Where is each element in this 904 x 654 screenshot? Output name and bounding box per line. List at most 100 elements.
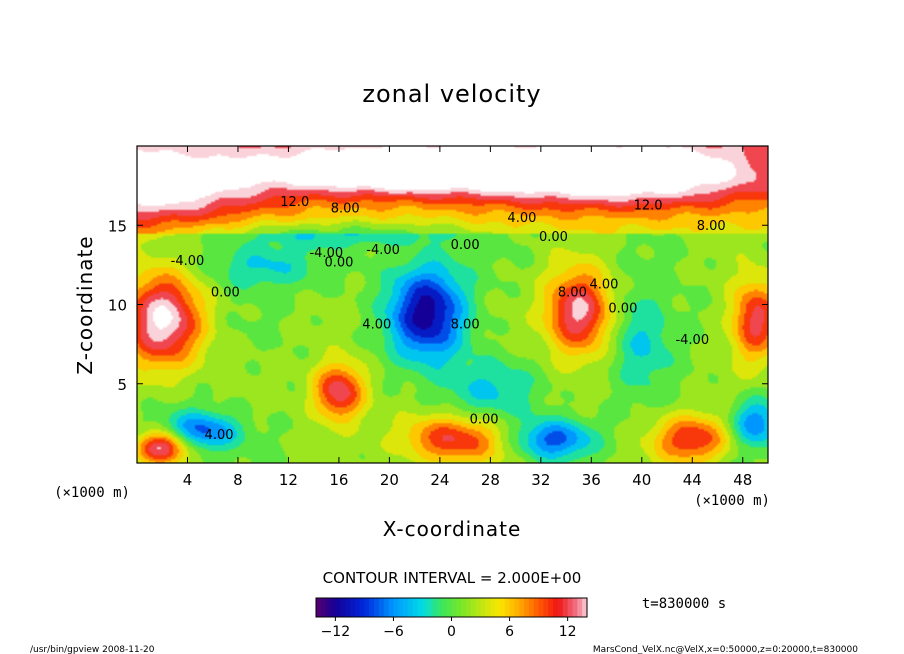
- colorbar-cell: [407, 598, 414, 617]
- chart-title: zonal velocity: [362, 80, 541, 108]
- colorbar-cell: [499, 598, 506, 617]
- colorbar-cell: [330, 598, 336, 617]
- colorbar-cell: [398, 598, 404, 617]
- colorbar-tick-label: 0: [447, 624, 456, 640]
- contour-label: 12.0: [280, 195, 309, 210]
- colorbar-cell: [320, 598, 327, 617]
- colorbar-cell: [345, 598, 351, 617]
- contour-label: 4.00: [205, 428, 234, 443]
- colorbar-cell: [441, 598, 448, 617]
- contour-label: 4.00: [362, 317, 391, 332]
- colorbar-cell: [378, 598, 385, 617]
- colorbar-cell: [349, 598, 356, 617]
- time-label: t=830000 s: [642, 596, 726, 612]
- colorbar-cell: [316, 598, 322, 617]
- contour-label: 0.00: [539, 230, 568, 245]
- colorbar-cell: [369, 598, 375, 617]
- y-axis-label: Z-coordinate: [73, 235, 97, 374]
- colorbar-cell: [461, 598, 467, 617]
- colorbar-cell: [432, 598, 438, 617]
- x-tick-label: 12: [279, 471, 298, 489]
- contour-label: 12.0: [634, 198, 663, 213]
- contour-label: 8.00: [451, 317, 480, 332]
- x-unit-label-right: (×1000 m): [694, 493, 770, 509]
- colorbar-cell: [562, 598, 569, 617]
- colorbar-cell: [524, 598, 530, 617]
- colorbar-cell: [470, 598, 477, 617]
- y-tick-label: 10: [108, 297, 127, 315]
- colorbar-cell: [567, 598, 574, 617]
- contour-interval-label: CONTOUR INTERVAL = 2.000E+00: [323, 569, 582, 587]
- contour-label: -4.00: [309, 246, 343, 261]
- colorbar-cell: [427, 598, 433, 617]
- x-axis: 4 8 12 16 20 24 28 32 36 40 44 48: [183, 146, 752, 489]
- contour-label: 8.00: [697, 219, 726, 234]
- colorbar-cell: [514, 598, 520, 617]
- colorbar-cell: [533, 598, 540, 617]
- colorbar-tick-label: −6: [383, 624, 404, 640]
- colorbar-cell: [374, 598, 380, 617]
- colorbar-cell: [490, 598, 496, 617]
- x-tick-label: 48: [733, 471, 752, 489]
- colorbar-cell: [504, 598, 511, 617]
- velocity-field-image: [137, 146, 768, 463]
- colorbar-cell: [354, 598, 361, 617]
- colorbar-cell: [417, 598, 424, 617]
- colorbar-cell: [446, 598, 453, 617]
- colorbar-cell: [553, 598, 559, 617]
- x-tick-label: 8: [233, 471, 243, 489]
- x-tick-label: 28: [481, 471, 500, 489]
- x-unit-label-left: (×1000 m): [54, 485, 130, 501]
- contour-label: 4.00: [589, 278, 618, 293]
- contour-labels: 12.0 8.004.000.00-4.00 0.00-4.000.00-4.008…: [171, 195, 726, 443]
- footer-right: MarsCond_VelX.nc@VelX,x=0:50000,z=0:2000…: [593, 645, 858, 654]
- colorbar-cell: [340, 598, 346, 617]
- x-tick-label: 20: [380, 471, 399, 489]
- x-tick-label: 24: [430, 471, 449, 489]
- colorbar-cell: [509, 598, 516, 617]
- contour-label: 8.00: [331, 202, 360, 217]
- colorbar-cell: [383, 598, 390, 617]
- y-axis: 5 10 15: [108, 217, 768, 394]
- colorbar-cell: [577, 598, 583, 617]
- colorbar: −12 −6 0 6 12: [315, 597, 588, 640]
- colorbar-cell: [480, 598, 486, 617]
- colorbar-tick-label: 12: [559, 624, 577, 640]
- colorbar-cell: [572, 598, 578, 617]
- colorbar-cell: [393, 598, 399, 617]
- contour-label: 0.00: [608, 301, 637, 316]
- colorbar-cell: [538, 598, 545, 617]
- x-tick-label: 32: [531, 471, 550, 489]
- colorbar-cell: [388, 598, 395, 617]
- footer-left: /usr/bin/gpview 2008-11-20: [30, 645, 155, 654]
- contour-label: 0.00: [211, 286, 240, 301]
- contour-label: 8.00: [558, 286, 587, 301]
- colorbar-cell: [412, 598, 419, 617]
- colorbar-tick-label: −12: [321, 624, 351, 640]
- colorbar-cell: [436, 598, 443, 617]
- x-tick-label: 4: [183, 471, 193, 489]
- x-tick-label: 16: [329, 471, 348, 489]
- plot-area: 12.0 8.004.000.00-4.00 0.00-4.000.00-4.008…: [136, 145, 769, 464]
- x-tick-label: 40: [632, 471, 651, 489]
- y-tick-label: 5: [117, 376, 127, 394]
- contour-label: -4.00: [366, 243, 400, 258]
- contour-label: -4.00: [171, 254, 205, 269]
- colorbar-ticks: −12 −6 0 6 12: [321, 617, 577, 640]
- colorbar-cell: [456, 598, 462, 617]
- contour-label: 0.00: [470, 412, 499, 427]
- colorbar-cell: [582, 598, 588, 617]
- x-tick-label: 44: [683, 471, 702, 489]
- colorbar-cell: [557, 598, 564, 617]
- colorbar-cell: [422, 598, 428, 617]
- colorbar-cell: [485, 598, 491, 617]
- contour-label: 0.00: [451, 238, 480, 253]
- colorbar-cell: [548, 598, 554, 617]
- colorbar-cell: [364, 598, 370, 617]
- colorbar-cell: [543, 598, 549, 617]
- colorbar-cell: [466, 598, 472, 617]
- colorbar-cell: [475, 598, 482, 617]
- colorbar-cell: [335, 598, 341, 617]
- colorbar-cell: [359, 598, 365, 617]
